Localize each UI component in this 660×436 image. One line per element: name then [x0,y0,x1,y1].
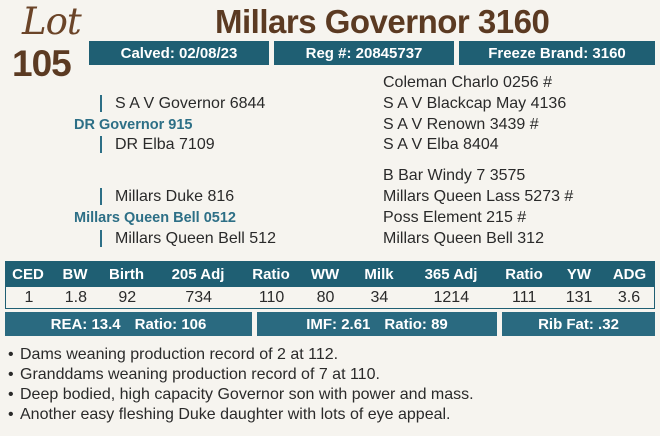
rib-fat-value: Rib Fat: .32 [538,315,619,333]
header-yw: YW [566,265,592,283]
pedigree-sds: S A V Renown 3439 # [383,116,539,133]
bullet-icon: • [8,366,14,383]
imf-cell: IMF: 2.61 Ratio: 89 [257,312,497,336]
pedigree-sdd: S A V Elba 8404 [383,136,499,153]
value-ww: 80 [316,288,335,306]
note-item: • Deep bodied, high capacity Governor son… [8,385,648,405]
lot-number: 105 [12,43,72,84]
value-adg: 3.6 [604,287,655,308]
registration-number: Reg #: 20845737 [274,41,454,65]
rea-value: REA: 13.4 [50,315,121,333]
note-item: • Dams weaning production record of 2 at … [8,345,648,365]
pedigree-dam-dam: Millars Queen Bell 512 [115,230,276,247]
pedigree-dsd: Millars Queen Lass 5273 # [383,188,574,205]
note-text: Another easy fleshing Duke daughter with… [20,406,451,423]
header-ww: WW [310,265,340,283]
header-205-adj: 205 Adj [171,265,225,283]
value-milk: 34 [370,288,389,306]
notes-list: • Dams weaning production record of 2 at … [8,345,648,425]
pedigree-sire: DR Governor 915 [74,117,193,133]
value-ced: 1 [5,287,52,308]
carcass-bar: REA: 13.4 Ratio: 106 IMF: 2.61 Ratio: 89… [5,312,655,336]
pedigree-dam: Millars Queen Bell 0512 [74,210,236,226]
note-text: Deep bodied, high capacity Governor son … [20,386,474,403]
bullet-icon: • [8,346,14,363]
value-205-adj: 734 [185,288,213,306]
freeze-brand: Freeze Brand: 3160 [459,41,655,65]
pedigree-sss: Coleman Charlo 0256 # [383,74,552,91]
bullet-icon: • [8,386,14,403]
header-ratio-2: Ratio [505,265,543,283]
value-ratio: 110 [258,288,285,306]
lot-label: Lot [22,0,82,43]
info-bar: Calved: 02/08/23 Reg #: 20845737 Freeze … [89,41,655,65]
pedigree-branch-line [100,188,102,205]
imf-ratio: Ratio: 89 [384,315,448,333]
header-bw: BW [62,265,88,283]
header-milk: Milk [364,265,394,283]
value-365-adj: 1214 [433,288,470,306]
calved-date: Calved: 02/08/23 [89,41,269,65]
pedigree-dds: Poss Element 215 # [383,209,527,226]
note-text: Granddams weaning production record of 7… [20,366,380,383]
note-item: • Granddams weaning production record of … [8,365,648,385]
pedigree-branch-line [100,95,102,112]
bullet-icon: • [8,406,14,423]
value-ratio-2: 111 [512,288,537,306]
value-bw: 1.8 [64,288,87,306]
pedigree-branch-line [100,136,102,153]
header-adg: ADG [612,265,647,283]
header-ratio: Ratio [252,265,290,283]
pedigree-ssd: S A V Blackcap May 4136 [383,95,567,112]
value-birth: 92 [118,288,137,306]
rea-ratio: Ratio: 106 [134,315,207,333]
note-item: • Another easy fleshing Duke daughter wit… [8,405,648,425]
rib-fat-cell: Rib Fat: .32 [502,312,655,336]
pedigree-dss: B Bar Windy 7 3575 [383,167,526,184]
imf-value: IMF: 2.61 [306,315,371,333]
header-birth: Birth [109,265,144,283]
header-365-adj: 365 Adj [424,265,478,283]
pedigree-sire-sire: S A V Governor 6844 [115,95,266,112]
performance-values-row: 1 1.8 92 734 110 80 34 1214 111 131 3.6 [5,287,655,309]
pedigree-branch-line [100,230,102,247]
value-yw: 131 [565,288,593,306]
note-text: Dams weaning production record of 2 at 1… [20,346,339,363]
animal-name-title: Millars Governor 3160 [215,3,550,40]
pedigree-dam-sire: Millars Duke 816 [115,188,235,205]
rea-cell: REA: 13.4 Ratio: 106 [5,312,252,336]
performance-header-row: CED BW Birth 205 Adj Ratio WW Milk 365 A… [5,261,655,287]
pedigree-sire-dam: DR Elba 7109 [115,136,215,153]
header-ced: CED [12,265,44,283]
pedigree-ddd: Millars Queen Bell 312 [383,230,544,247]
